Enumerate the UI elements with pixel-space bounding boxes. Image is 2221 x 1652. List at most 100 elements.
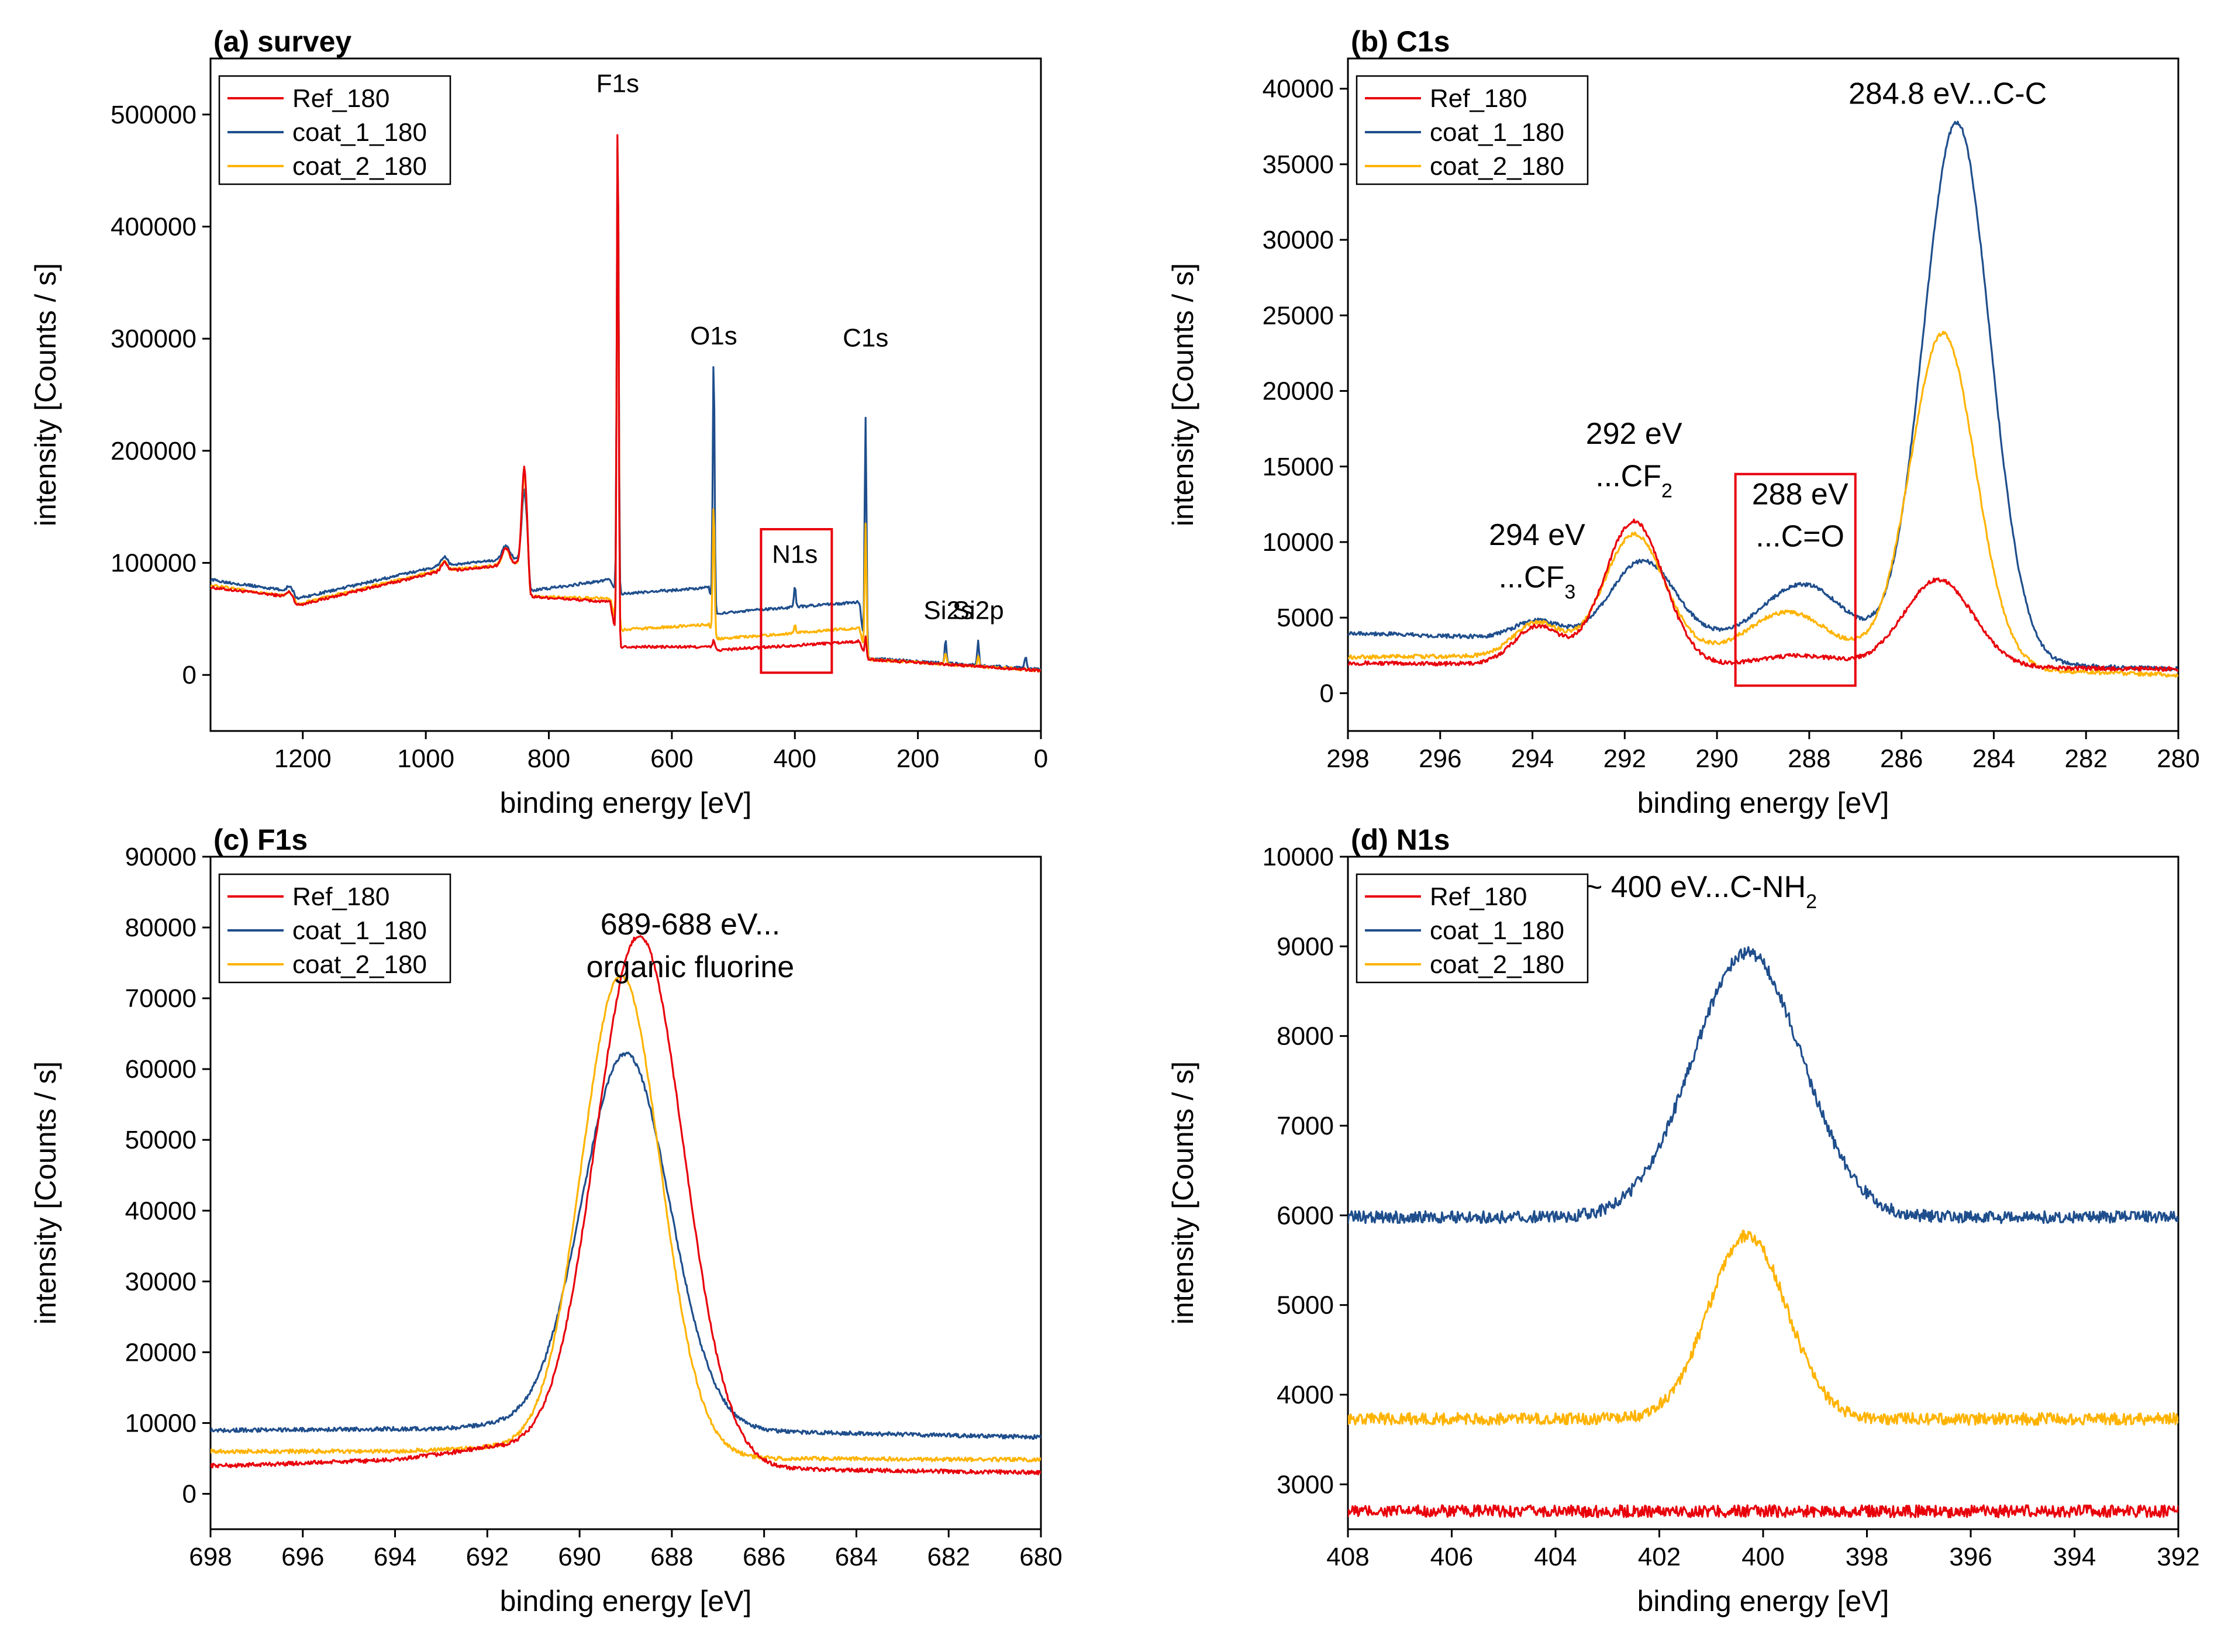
series-line-coat-2-180 [1348,1229,2178,1426]
x-tick-label: 408 [1326,1543,1369,1571]
y-tick-label: 15000 [1263,453,1334,481]
panel-title: (b) C1s [1351,25,1450,58]
annotation-subscript: 3 [1564,581,1575,603]
legend-label: coat_1_180 [292,118,427,147]
x-tick-label: 398 [1846,1543,1888,1571]
x-tick-label: 282 [2065,744,2108,773]
series-line-coat-1-180 [1348,946,2178,1225]
y-tick-label: 0 [182,1479,196,1508]
legend-label: coat_2_180 [1430,152,1564,181]
panel-survey: 1200 1000 800 600 400 200 0 0 100000 200000 300000… [29,25,1048,819]
y-tick-label: 100000 [111,549,196,578]
x-tick-label: 688 [650,1543,693,1571]
y-tick-label: 5000 [1277,1291,1334,1320]
series-line-Ref-180 [1348,1504,2178,1519]
panel-c1s: 298 296 294 292 290 288 286 284 282 280 0 5000 10000… [1167,25,2200,819]
annotation: Si2s [923,596,974,625]
plot-frame [209,57,1042,732]
annotation-subscript: 2 [1661,480,1672,502]
x-tick-label: 292 [1603,744,1646,773]
annotation: O1s [690,322,737,350]
series-group [1348,120,2178,678]
y-axis-label: intensity [Counts / s] [1167,1061,1199,1325]
highlight-box [1734,473,1857,687]
y-tick-label: 4000 [1277,1381,1334,1409]
y-tick-label: 6000 [1277,1201,1334,1230]
x-tick-label: 280 [2157,744,2199,773]
annotation: 288 eV [1752,477,1848,511]
annotation: 284.8 eV...C-C [1848,77,2047,111]
annotation: C1s [843,324,888,353]
legend-label: coat_2_180 [292,950,427,979]
y-tick-label: 300000 [111,325,196,353]
y-tick-label: 35000 [1263,150,1334,179]
y-tick-label: 40000 [1263,75,1334,104]
x-tick-label: 0 [1034,744,1048,773]
legend: Ref_180 coat_1_180 coat_2_180 [1356,75,1589,185]
x-axis-label: binding energy [eV] [1637,1585,1889,1617]
x-axis-label: binding energy [eV] [500,1585,752,1617]
legend-label: coat_1_180 [1430,916,1564,945]
x-tick-label: 686 [743,1543,785,1571]
y-tick-label: 0 [182,661,196,689]
x-tick-label: 288 [1788,744,1830,773]
series-line-coat-2-180 [211,974,1041,1463]
series-line-coat-2-180 [211,161,1041,672]
panel-title: (d) N1s [1351,823,1450,856]
annotation-subscript: 2 [1806,891,1817,913]
y-tick-label: 40000 [125,1196,196,1225]
y-tick-label: 30000 [1263,226,1334,254]
y-tick-label: 500000 [111,101,196,129]
x-tick-label: 698 [189,1543,232,1571]
y-tick-label: 200000 [111,437,196,465]
x-tick-label: 392 [2157,1543,2199,1571]
annotation: Si2p [953,596,1004,625]
annotation: ...C=O [1756,520,1844,554]
annotation: organic fluorine [587,950,795,984]
x-tick-label: 406 [1430,1543,1473,1571]
x-tick-label: 400 [774,744,816,773]
x-tick-label: 284 [1972,744,2015,773]
x-tick-label: 296 [1419,744,1461,773]
y-tick-label: 7000 [1277,1112,1334,1140]
legend-label: coat_2_180 [292,152,427,181]
legend-label: coat_2_180 [1430,950,1564,979]
annotation: 294 eV [1489,518,1585,552]
x-tick-label: 684 [835,1543,878,1571]
y-tick-label: 70000 [125,984,196,1013]
y-tick-label: 30000 [125,1267,196,1296]
y-axis-label: intensity [Counts / s] [1167,263,1199,526]
x-tick-label: 682 [927,1543,970,1571]
y-tick-label: 20000 [1263,377,1334,406]
annotation: F1s [596,70,639,98]
y-tick-label: 0 [1320,679,1334,708]
panel-f1s: 698 696 694 692 690 688 686 684 682 680 0 10000 2000… [29,823,1063,1617]
legend-label: Ref_180 [1430,882,1527,911]
x-axis-label: binding energy [eV] [500,787,752,819]
x-tick-label: 800 [527,744,570,773]
x-tick-label: 294 [1511,744,1554,773]
x-tick-label: 600 [650,744,693,773]
legend-label: coat_1_180 [1430,118,1564,147]
y-tick-label: 20000 [125,1338,196,1367]
y-axis-label: intensity [Counts / s] [29,263,62,526]
annotation: ...CF3 [1499,560,1576,603]
x-tick-label: 286 [1880,744,1923,773]
series-line-coat-1-180 [211,146,1041,671]
y-tick-label: 80000 [125,913,196,942]
x-tick-label: 692 [466,1543,509,1571]
y-tick-label: 10000 [1263,843,1334,871]
plot-frame [1347,57,2179,732]
annotation: 689-688 eV... [601,908,780,941]
series-line-Ref-180 [211,935,1041,1475]
series-line-coat-1-180 [1348,120,2178,672]
legend-box [218,873,451,984]
annotation: ~ 400 eV...C-NH2 [1585,870,1817,913]
legend: Ref_180 coat_1_180 coat_2_180 [1356,873,1589,984]
legend-label: Ref_180 [292,882,389,911]
x-tick-label: 680 [1019,1543,1062,1571]
series-group [1348,946,2178,1519]
legend-label: coat_1_180 [292,916,427,945]
series-line-Ref-180 [211,134,1041,673]
panel-n1s: 408 406 404 402 400 398 396 394 392 3000 4000 5000 6… [1167,823,2200,1617]
